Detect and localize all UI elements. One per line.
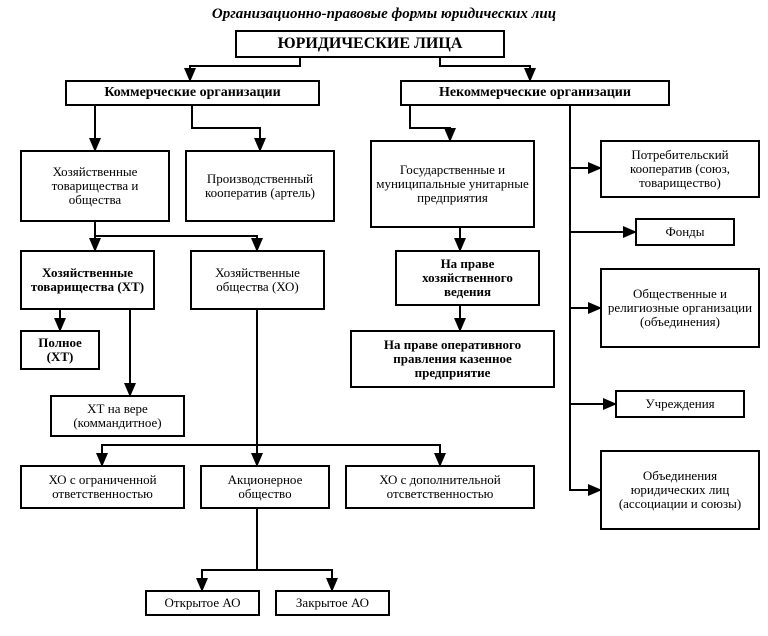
node-comm: Коммерческие организации bbox=[65, 80, 320, 106]
node-noncomm: Некоммерческие организации bbox=[400, 80, 670, 106]
node-polnoe: Полное (ХТ) bbox=[20, 330, 100, 370]
edge bbox=[257, 445, 440, 465]
node-hozved: На праве хозяйственного ведения bbox=[395, 250, 540, 306]
edge bbox=[570, 232, 600, 308]
node-potreb: Потребительский кооператив (союз, товари… bbox=[600, 140, 760, 198]
edge bbox=[95, 222, 257, 250]
node-fondy: Фонды bbox=[635, 218, 735, 246]
node-xodop: ХО с дополнительной отсветственностью bbox=[345, 465, 535, 509]
node-xtvera: ХТ на вере (коммандитное) bbox=[50, 395, 185, 437]
edge bbox=[192, 106, 260, 150]
node-oao: Открытое АО bbox=[145, 590, 260, 616]
node-xt: Хозяйственные товарищества (ХТ) bbox=[20, 250, 155, 310]
edge bbox=[257, 570, 332, 590]
node-xo: Хозяйственные общества (ХО) bbox=[190, 250, 325, 310]
node-gmu: Государственные и муниципальные унитарны… bbox=[370, 140, 535, 228]
node-zao: Закрытое АО bbox=[275, 590, 390, 616]
edge bbox=[570, 106, 600, 168]
edge bbox=[202, 509, 257, 590]
diagram-canvas: Организационно-правовые формы юридически… bbox=[0, 0, 768, 636]
node-xtxo: Хозяйственные товарищества и общества bbox=[20, 150, 170, 222]
edge bbox=[410, 106, 450, 140]
node-uchrezh: Учреждения bbox=[615, 390, 745, 418]
node-xoogr: ХО с ограниченной ответственностью bbox=[20, 465, 185, 509]
edge bbox=[440, 58, 530, 80]
node-obyed: Объединения юридических лиц (ассоциации … bbox=[600, 450, 760, 530]
node-root: ЮРИДИЧЕСКИЕ ЛИЦА bbox=[235, 30, 505, 58]
edge bbox=[102, 310, 257, 465]
node-operupr: На праве оперативного правления казенное… bbox=[350, 330, 555, 388]
edge bbox=[570, 404, 600, 490]
node-religorg: Общественные и религиозные организации (… bbox=[600, 268, 760, 348]
edge bbox=[190, 58, 300, 80]
node-prodcoop: Производственный кооператив (артель) bbox=[185, 150, 335, 222]
node-ao: Акционерное общество bbox=[200, 465, 330, 509]
diagram-title: Организационно-правовые формы юридически… bbox=[0, 6, 768, 23]
